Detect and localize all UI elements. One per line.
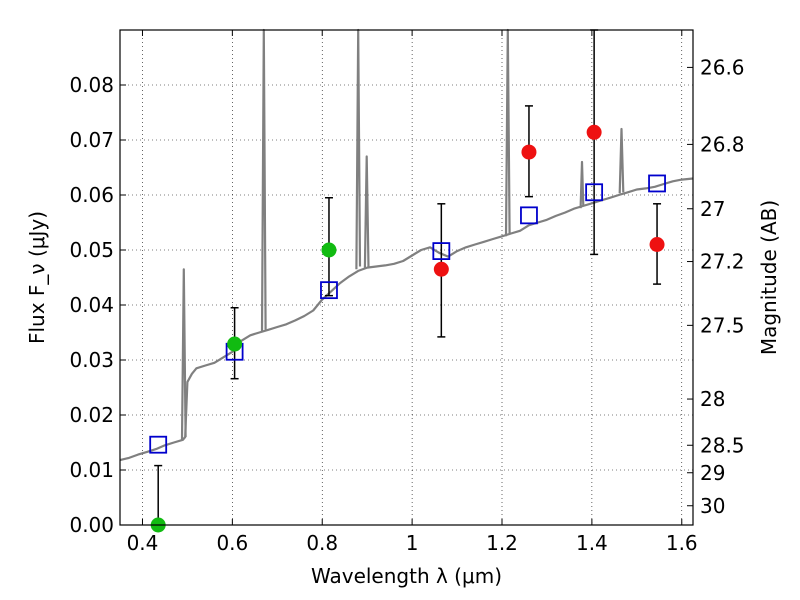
right-tick-label: 26.6 bbox=[700, 55, 745, 79]
emission-line bbox=[363, 155, 370, 268]
x-tick-label: 1.6 bbox=[666, 531, 698, 555]
emission-line bbox=[355, 28, 362, 270]
right-tick-label: 29 bbox=[700, 461, 725, 485]
y-tick-label: 0.04 bbox=[69, 293, 114, 317]
spectrum-line bbox=[119, 177, 694, 462]
alt_detection-point bbox=[227, 336, 243, 352]
model-point bbox=[320, 281, 338, 300]
x-tick-label: 0.6 bbox=[216, 531, 248, 555]
right-tick-label: 27.2 bbox=[700, 250, 745, 274]
x-tick-label: 1 bbox=[406, 531, 419, 555]
emission-line bbox=[260, 28, 267, 333]
detection-point bbox=[649, 237, 665, 252]
plot-frame bbox=[119, 29, 694, 526]
detection-point bbox=[433, 261, 449, 277]
emission-line bbox=[579, 160, 585, 209]
y-tick-label: 0.05 bbox=[69, 238, 114, 262]
right-tick-label: 28 bbox=[700, 387, 725, 411]
y-tick-label: 0.07 bbox=[69, 128, 114, 152]
model-point bbox=[432, 242, 451, 261]
model-point bbox=[149, 435, 168, 454]
right-tick-label: 30 bbox=[700, 494, 725, 518]
grid bbox=[120, 30, 693, 526]
emission-line bbox=[504, 28, 511, 237]
x-tick-label: 1.2 bbox=[486, 531, 518, 555]
x-tick-label: 0.8 bbox=[306, 531, 338, 555]
right-tick-label: 26.8 bbox=[700, 132, 745, 156]
y-tick-label: 0.02 bbox=[69, 403, 114, 427]
ticks: 0.4 0.6 0.8 1 1.2 1.4 1.6 0.00 0.01 0.02 0.03 0.04 0… bbox=[69, 30, 745, 555]
y-axis-label: Flux F_ν (μJy) bbox=[25, 211, 49, 344]
right-axis-label: Magnitude (AB) bbox=[757, 200, 781, 355]
detection-point bbox=[586, 124, 602, 140]
x-tick-label: 1.4 bbox=[576, 531, 608, 555]
y-tick-label: 0.01 bbox=[69, 458, 114, 482]
emission-line bbox=[180, 268, 187, 440]
emission-line bbox=[618, 127, 625, 194]
error-bars bbox=[154, 29, 662, 526]
alt_detection-point bbox=[321, 242, 337, 258]
detection-point bbox=[521, 144, 537, 160]
model-point bbox=[585, 183, 604, 202]
y-tick-label: 0.06 bbox=[69, 183, 114, 207]
x-axis-label: Wavelength λ (μm) bbox=[311, 564, 502, 588]
markers bbox=[149, 124, 666, 533]
model-point bbox=[648, 174, 666, 193]
y-tick-label: 0.00 bbox=[69, 513, 114, 537]
spectrum bbox=[119, 28, 694, 462]
model-point bbox=[520, 206, 538, 225]
right-tick-label: 28.5 bbox=[700, 433, 745, 457]
y-tick-label: 0.03 bbox=[69, 348, 114, 372]
right-tick-label: 27 bbox=[700, 197, 725, 221]
y-tick-label: 0.08 bbox=[69, 73, 114, 97]
right-tick-label: 27.5 bbox=[700, 313, 745, 337]
x-tick-label: 0.4 bbox=[127, 531, 159, 555]
